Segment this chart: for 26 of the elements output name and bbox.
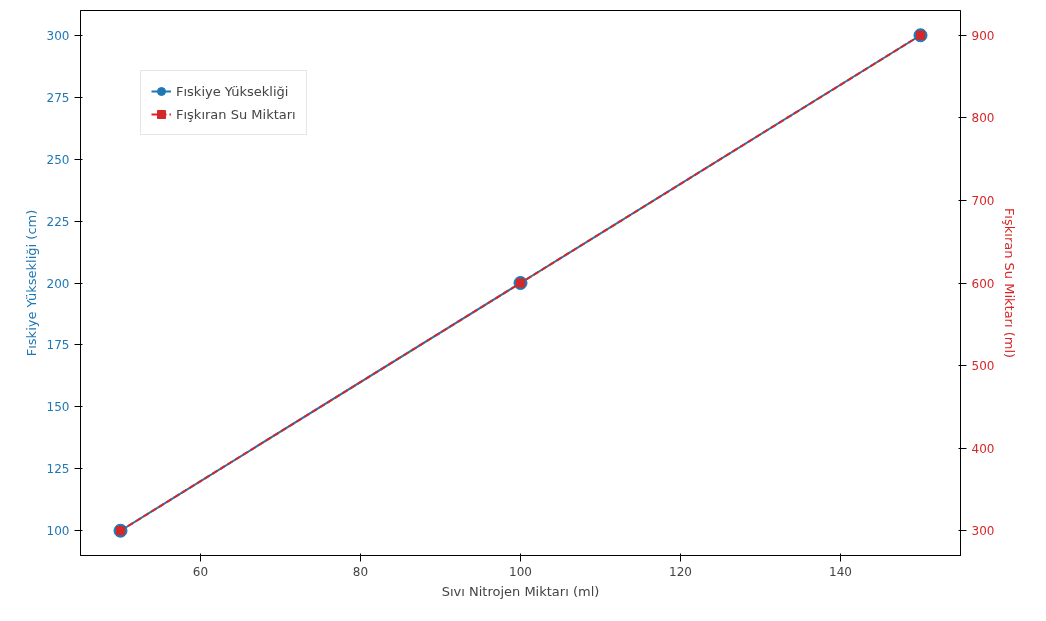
y-tick-label: 100 bbox=[46, 524, 70, 539]
y2-tick-label: 800 bbox=[971, 111, 995, 126]
legend-label: Fıskiye Yüksekliği bbox=[176, 83, 289, 99]
y-tick-label: 200 bbox=[46, 276, 70, 291]
y2-tick-label: 400 bbox=[971, 441, 995, 456]
y2-tick-label: 500 bbox=[971, 359, 995, 374]
y-tick-label: 275 bbox=[46, 90, 70, 105]
y2-tick-label: 300 bbox=[971, 524, 995, 539]
x-tick-label: 100 bbox=[509, 564, 532, 579]
y-tick-label: 175 bbox=[46, 338, 70, 353]
y2-tick-label: 900 bbox=[971, 28, 995, 43]
y-tick-label: 300 bbox=[46, 28, 70, 43]
y-axis-title: Fıskiye Yüksekliği (cm) bbox=[23, 209, 39, 357]
y2-tick-label: 700 bbox=[971, 193, 995, 208]
legend-label: Fışkıran Su Miktarı bbox=[176, 106, 296, 122]
x-tick-label: 140 bbox=[829, 564, 852, 579]
x-tick-label: 120 bbox=[669, 564, 692, 579]
y-tick-label: 225 bbox=[46, 214, 70, 229]
x-tick-label: 80 bbox=[352, 564, 369, 579]
y-tick-label: 150 bbox=[46, 400, 70, 415]
y2-tick-label: 600 bbox=[971, 276, 995, 291]
y2-axis-title: Fışkıran Su Miktarı (ml) bbox=[1002, 207, 1018, 359]
x-axis-title: Sıvı Nitrojen Miktarı (ml) bbox=[441, 583, 600, 599]
y-tick-label: 250 bbox=[46, 152, 70, 167]
y-tick-label: 125 bbox=[46, 462, 70, 477]
x-tick-label: 60 bbox=[192, 564, 209, 579]
